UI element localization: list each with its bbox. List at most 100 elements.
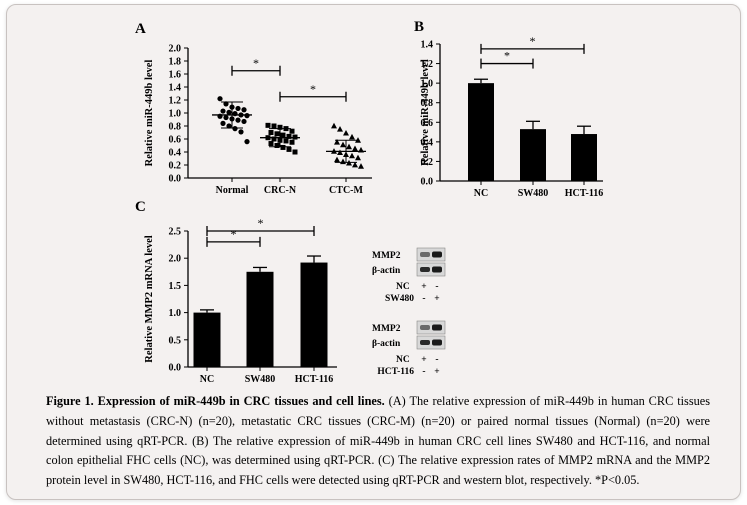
y-tick-label-c: 1.0 bbox=[169, 308, 182, 319]
blot-strip bbox=[416, 335, 446, 350]
data-point-crc-n bbox=[289, 128, 295, 134]
blot-band bbox=[432, 266, 442, 273]
blot-sign: + bbox=[421, 355, 426, 365]
y-tick-label-a: 0.0 bbox=[169, 174, 182, 185]
data-point-ctc-m bbox=[349, 133, 355, 140]
y-tick-label-a: 2.0 bbox=[169, 44, 182, 55]
x-tick-label-b: NC bbox=[474, 188, 488, 199]
blot-row-label: NC bbox=[396, 282, 410, 292]
data-point-ctc-m bbox=[340, 158, 346, 165]
data-point-normal bbox=[220, 108, 226, 114]
data-point-normal bbox=[217, 96, 223, 102]
data-point-ctc-m bbox=[355, 137, 361, 143]
y-tick-label-b: 1.0 bbox=[421, 79, 434, 90]
y-tick-label-c: 2.5 bbox=[169, 227, 182, 238]
data-point-crc-n bbox=[274, 131, 280, 137]
y-axis-label-b: Relative miR-449b level bbox=[420, 59, 431, 166]
data-point-normal bbox=[232, 126, 238, 132]
blot-band bbox=[420, 267, 430, 272]
y-tick-label-c: 1.5 bbox=[169, 281, 182, 292]
blot-band-label: MMP2 bbox=[372, 251, 401, 261]
y-tick-label-b: 0.2 bbox=[421, 157, 434, 168]
blot-band bbox=[432, 324, 442, 331]
blot-strip bbox=[416, 247, 446, 262]
y-axis-label-c: Relative MMP2 mRNA level bbox=[144, 235, 155, 362]
y-tick-label-a: 1.2 bbox=[169, 96, 182, 107]
y-tick-label-b: 1.4 bbox=[421, 40, 434, 51]
y-axis-label-a: Relative miR-449b level bbox=[144, 60, 155, 167]
x-tick-label-a: CTC-M bbox=[329, 185, 363, 196]
blot-sign: + bbox=[421, 282, 426, 292]
blot-band-label: MMP2 bbox=[372, 324, 401, 334]
y-tick-label-b: 0.6 bbox=[421, 118, 434, 129]
figure-caption: Figure 1. Expression of miR-449b in CRC … bbox=[46, 392, 710, 491]
x-tick-label-a: CRC-N bbox=[264, 185, 297, 196]
data-point-normal bbox=[220, 120, 226, 126]
blot-col-label: HCT-116 bbox=[377, 367, 414, 377]
y-tick-label-a: 1.8 bbox=[169, 57, 182, 68]
y-tick-label-b: 0.8 bbox=[421, 98, 434, 109]
data-point-ctc-m bbox=[334, 139, 340, 145]
x-tick-label-b: SW480 bbox=[518, 188, 549, 199]
data-point-crc-n bbox=[292, 149, 298, 155]
data-point-crc-n bbox=[277, 124, 283, 130]
data-point-ctc-m bbox=[343, 129, 349, 136]
data-point-ctc-m bbox=[352, 161, 358, 168]
y-tick-label-a: 0.8 bbox=[169, 122, 182, 133]
figure-frame bbox=[6, 4, 741, 500]
data-point-normal bbox=[244, 139, 250, 145]
caption-title: Figure 1. Expression of miR-449b in CRC … bbox=[46, 394, 385, 408]
data-point-crc-n bbox=[268, 130, 274, 135]
blot-sign: - bbox=[422, 367, 425, 377]
data-point-normal bbox=[238, 129, 244, 135]
blot-band bbox=[420, 325, 430, 330]
significance-star-c: * bbox=[258, 216, 264, 230]
data-point-crc-n bbox=[280, 132, 286, 138]
blot-band bbox=[420, 340, 430, 345]
bar-nc bbox=[468, 83, 494, 181]
blot-sign: - bbox=[435, 282, 438, 292]
blot-sign: - bbox=[435, 355, 438, 365]
panel-label-b: B bbox=[414, 19, 425, 35]
x-tick-label-a: Normal bbox=[216, 185, 249, 196]
significance-star-a: * bbox=[310, 82, 316, 96]
data-point-ctc-m bbox=[337, 149, 343, 156]
blot-sign: - bbox=[422, 294, 425, 304]
data-point-ctc-m bbox=[346, 143, 352, 150]
data-point-normal bbox=[235, 117, 241, 123]
blot-strip bbox=[416, 262, 446, 277]
x-tick-label-c: SW480 bbox=[245, 374, 276, 385]
data-point-crc-n bbox=[271, 136, 277, 142]
y-tick-label-b: 0.4 bbox=[421, 137, 434, 148]
y-tick-label-c: 0.0 bbox=[169, 363, 182, 374]
panel-label-a: A bbox=[135, 21, 146, 37]
blot-band-label: β-actin bbox=[372, 339, 401, 349]
data-point-crc-n bbox=[286, 133, 292, 139]
y-tick-label-a: 1.0 bbox=[169, 109, 182, 120]
chart-a: 0.0 0.2 0.4 0.6 0.8 1.0 1.2 1.4 1.6 1.8 2.0 Normal C… bbox=[144, 34, 604, 385]
data-point-normal bbox=[223, 114, 229, 121]
y-tick-label-a: 1.6 bbox=[169, 70, 182, 81]
blot-band bbox=[432, 339, 442, 346]
data-point-ctc-m bbox=[358, 163, 364, 169]
significance-star-b: * bbox=[530, 34, 536, 48]
blot-strip bbox=[416, 320, 446, 335]
x-tick-label-c: NC bbox=[200, 374, 214, 385]
bar-hct-116 bbox=[300, 262, 328, 367]
data-point-normal bbox=[226, 109, 232, 115]
y-tick-label-b: 0.0 bbox=[421, 177, 434, 188]
bar-nc bbox=[193, 312, 221, 367]
data-point-crc-n bbox=[268, 141, 274, 147]
y-tick-label-a: 0.6 bbox=[169, 135, 182, 146]
y-tick-label-a: 0.4 bbox=[169, 148, 182, 159]
y-tick-label-a: 0.2 bbox=[169, 161, 182, 172]
data-point-normal bbox=[241, 118, 247, 125]
data-point-ctc-m bbox=[334, 156, 340, 163]
y-tick-label-c: 2.0 bbox=[169, 254, 182, 265]
x-tick-label-b: HCT-116 bbox=[565, 188, 604, 199]
data-point-ctc-m bbox=[355, 154, 361, 161]
data-point-crc-n bbox=[280, 144, 286, 150]
data-point-crc-n bbox=[274, 143, 280, 148]
data-point-crc-n bbox=[289, 139, 295, 145]
data-point-crc-n bbox=[271, 123, 277, 129]
